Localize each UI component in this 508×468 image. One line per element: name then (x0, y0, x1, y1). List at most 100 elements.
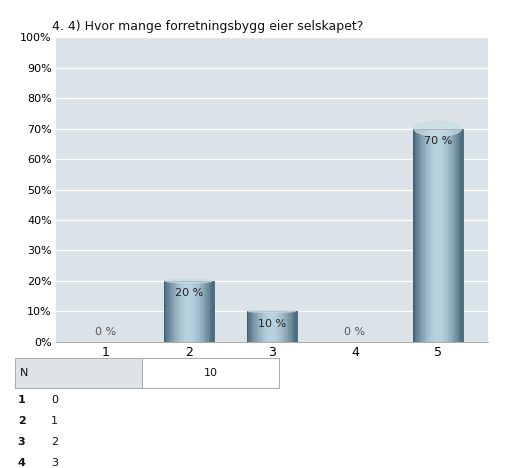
Text: 0: 0 (51, 395, 58, 405)
Bar (268, 311, 270, 342)
Bar (456, 129, 458, 342)
Bar (250, 311, 252, 342)
Bar (295, 311, 297, 342)
Bar (425, 129, 426, 342)
Bar (170, 281, 172, 342)
Bar (167, 281, 169, 342)
Bar (190, 281, 192, 342)
Bar (262, 311, 264, 342)
Bar (446, 129, 448, 342)
Bar (413, 129, 415, 342)
Bar (182, 281, 184, 342)
Bar (264, 311, 265, 342)
Bar (169, 281, 171, 342)
Bar (287, 311, 289, 342)
Bar (247, 311, 297, 342)
Bar (164, 281, 214, 342)
Bar (282, 311, 283, 342)
Bar (177, 281, 179, 342)
Bar (415, 129, 417, 342)
Bar (179, 281, 180, 342)
Bar (184, 281, 185, 342)
Bar (275, 311, 277, 342)
Text: 0 %: 0 % (95, 327, 116, 337)
Bar (255, 311, 257, 342)
Bar (180, 281, 182, 342)
Bar (289, 311, 290, 342)
Bar (453, 129, 455, 342)
Text: 1: 1 (51, 416, 58, 426)
Text: 1: 1 (18, 395, 25, 405)
Bar (175, 281, 177, 342)
Bar (270, 311, 272, 342)
Bar (451, 129, 453, 342)
Text: 3: 3 (51, 458, 58, 468)
Bar (431, 129, 433, 342)
Text: N: N (20, 368, 28, 378)
Text: 10: 10 (204, 368, 218, 378)
Bar (277, 311, 278, 342)
Text: 4: 4 (18, 458, 26, 468)
Bar (418, 129, 420, 342)
Bar (252, 311, 253, 342)
Bar (439, 129, 441, 342)
Text: 20 %: 20 % (175, 288, 203, 299)
Bar (458, 129, 460, 342)
Bar (283, 311, 285, 342)
Bar (461, 129, 463, 342)
Bar (194, 281, 196, 342)
Bar (434, 129, 436, 342)
Bar (174, 281, 175, 342)
Bar (192, 281, 194, 342)
Bar (285, 311, 287, 342)
Text: 2: 2 (51, 437, 58, 447)
Bar (253, 311, 255, 342)
Bar (416, 129, 418, 342)
Bar (259, 311, 260, 342)
Bar (210, 281, 212, 342)
Bar (166, 281, 167, 342)
Bar (450, 129, 451, 342)
Bar (267, 311, 269, 342)
Bar (185, 281, 187, 342)
Bar (205, 281, 207, 342)
Bar (197, 281, 199, 342)
Bar (423, 129, 425, 342)
Bar (436, 129, 438, 342)
Bar (209, 281, 210, 342)
Bar (204, 281, 205, 342)
Bar (257, 311, 259, 342)
Bar (200, 281, 202, 342)
Text: 3: 3 (18, 437, 25, 447)
Bar (428, 129, 430, 342)
Bar (429, 129, 431, 342)
Bar (448, 129, 450, 342)
Bar (455, 129, 456, 342)
Text: 10 %: 10 % (258, 319, 286, 329)
Bar (421, 129, 423, 342)
Bar (196, 281, 197, 342)
Bar (292, 311, 294, 342)
Bar (207, 281, 209, 342)
Bar (199, 281, 201, 342)
Bar (265, 311, 267, 342)
Bar (272, 311, 273, 342)
Bar (420, 129, 421, 342)
Bar (441, 129, 443, 342)
Bar (413, 129, 463, 342)
Bar (202, 281, 204, 342)
Bar (459, 129, 461, 342)
Bar (280, 311, 282, 342)
Text: 4. 4) Hvor mange forretningsbygg eier selskapet?: 4. 4) Hvor mange forretningsbygg eier se… (52, 21, 363, 34)
Bar (172, 281, 174, 342)
Bar (188, 281, 190, 342)
Ellipse shape (248, 310, 296, 312)
Bar (443, 129, 444, 342)
Bar (444, 129, 446, 342)
Ellipse shape (414, 121, 462, 136)
Ellipse shape (165, 278, 212, 283)
Bar (187, 281, 189, 342)
Bar (212, 281, 214, 342)
Bar (273, 311, 275, 342)
Bar (290, 311, 292, 342)
